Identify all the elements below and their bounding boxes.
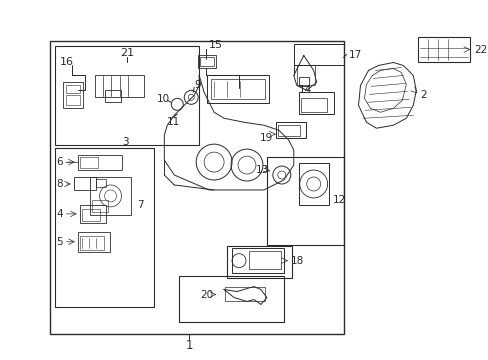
Text: 1: 1 (185, 339, 193, 352)
Text: 5: 5 (56, 237, 62, 247)
Bar (298, 93, 333, 114)
Text: 13: 13 (255, 165, 268, 175)
Bar (65, 85, 80, 93)
Text: 17: 17 (348, 50, 361, 59)
Bar (211, 80, 264, 99)
Text: 14: 14 (299, 85, 312, 95)
Text: 16: 16 (60, 58, 74, 67)
Text: 2: 2 (419, 90, 426, 100)
Bar (198, 54, 216, 68)
Bar (55, 46, 199, 145)
Bar (78, 232, 109, 252)
Text: 11: 11 (167, 117, 180, 127)
Bar (298, 77, 308, 86)
Bar (104, 90, 120, 102)
Text: 20: 20 (200, 289, 213, 300)
Text: 10: 10 (156, 94, 169, 104)
Bar (81, 209, 100, 221)
Text: 9: 9 (194, 80, 201, 90)
Text: 3: 3 (122, 137, 129, 147)
Text: 8: 8 (56, 179, 62, 189)
Bar (296, 66, 314, 85)
Bar (200, 57, 214, 67)
Bar (96, 179, 105, 187)
Bar (298, 163, 328, 205)
Bar (293, 44, 343, 66)
Bar (179, 276, 283, 323)
Bar (78, 155, 122, 170)
Text: 15: 15 (209, 40, 223, 50)
Bar (80, 236, 103, 250)
Bar (300, 98, 326, 112)
Text: 19: 19 (259, 133, 272, 143)
Text: 6: 6 (56, 157, 62, 167)
Bar (232, 248, 283, 273)
Bar (226, 246, 291, 278)
Bar (248, 251, 280, 269)
Text: 21: 21 (120, 48, 134, 58)
Bar (62, 82, 82, 108)
Bar (80, 157, 98, 168)
Bar (50, 41, 343, 334)
Text: 12: 12 (332, 195, 345, 205)
Bar (74, 177, 96, 190)
Bar (224, 287, 264, 301)
Bar (275, 122, 305, 138)
Text: 7: 7 (137, 200, 144, 210)
Bar (65, 95, 80, 105)
Bar (94, 76, 144, 97)
Bar (417, 37, 469, 63)
Bar (266, 157, 343, 245)
Bar (91, 200, 107, 212)
Bar (207, 76, 268, 103)
Text: 4: 4 (56, 209, 62, 219)
Text: 22: 22 (473, 45, 486, 55)
Bar (89, 177, 131, 215)
Text: 18: 18 (290, 256, 304, 266)
Bar (80, 205, 105, 223)
Bar (55, 148, 154, 307)
Bar (277, 125, 299, 136)
